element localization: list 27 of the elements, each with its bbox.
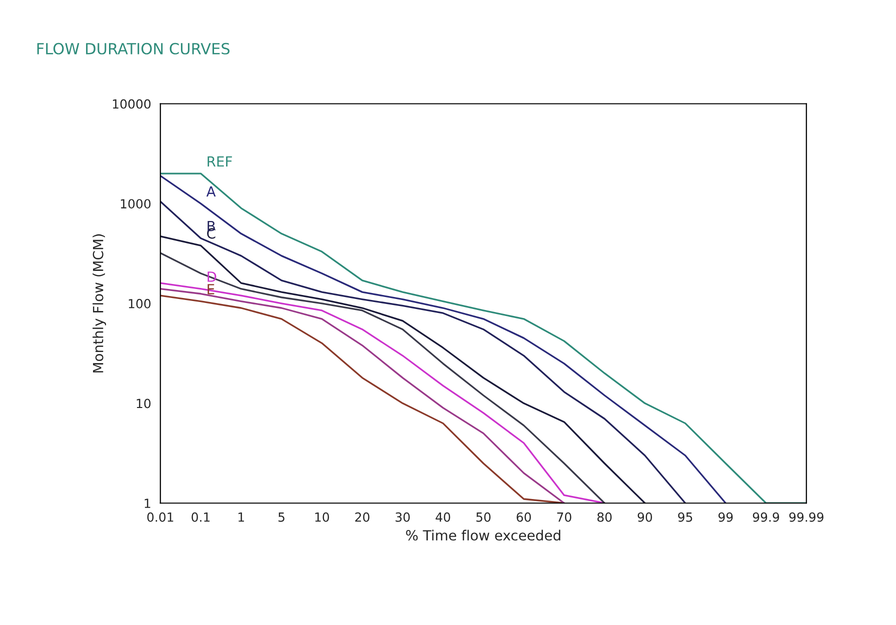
x-tick-label: 0.1 bbox=[192, 512, 210, 522]
series-label: A bbox=[206, 186, 216, 197]
x-tick-label: 90 bbox=[638, 512, 652, 522]
x-tick-label: 80 bbox=[597, 512, 612, 522]
x-tick-label: 40 bbox=[436, 512, 450, 522]
x-tick-label: 99 bbox=[718, 512, 733, 522]
x-tick-label: 20 bbox=[355, 512, 370, 522]
y-tick-label: 10000 bbox=[112, 99, 151, 109]
x-tick-label: 0.01 bbox=[147, 512, 174, 522]
series-label: REF bbox=[208, 156, 232, 166]
x-tick-label: 30 bbox=[396, 512, 410, 522]
y-axis-title: Monthly Flow (MCM) bbox=[92, 234, 106, 372]
x-tick-label: 50 bbox=[476, 512, 491, 522]
y-tick-label: 1000 bbox=[120, 199, 151, 209]
x-tick-label: 1 bbox=[238, 512, 244, 522]
x-tick-label: 60 bbox=[516, 512, 531, 522]
x-tick-label: 99.9 bbox=[752, 512, 780, 522]
x-axis-title: % Time flow exceeded bbox=[406, 530, 560, 541]
x-tick-label: 10 bbox=[315, 512, 330, 522]
x-tick-label: 70 bbox=[557, 512, 572, 522]
y-tick-label: 100 bbox=[128, 298, 151, 308]
x-tick-label: 99.99 bbox=[789, 512, 824, 522]
y-tick-label: 10 bbox=[136, 398, 151, 408]
chart-title: FLOW DURATION CURVES bbox=[37, 42, 230, 54]
x-tick-label: 5 bbox=[278, 512, 284, 522]
x-tick-label: 95 bbox=[678, 512, 692, 522]
y-tick-label: 1 bbox=[144, 498, 150, 508]
